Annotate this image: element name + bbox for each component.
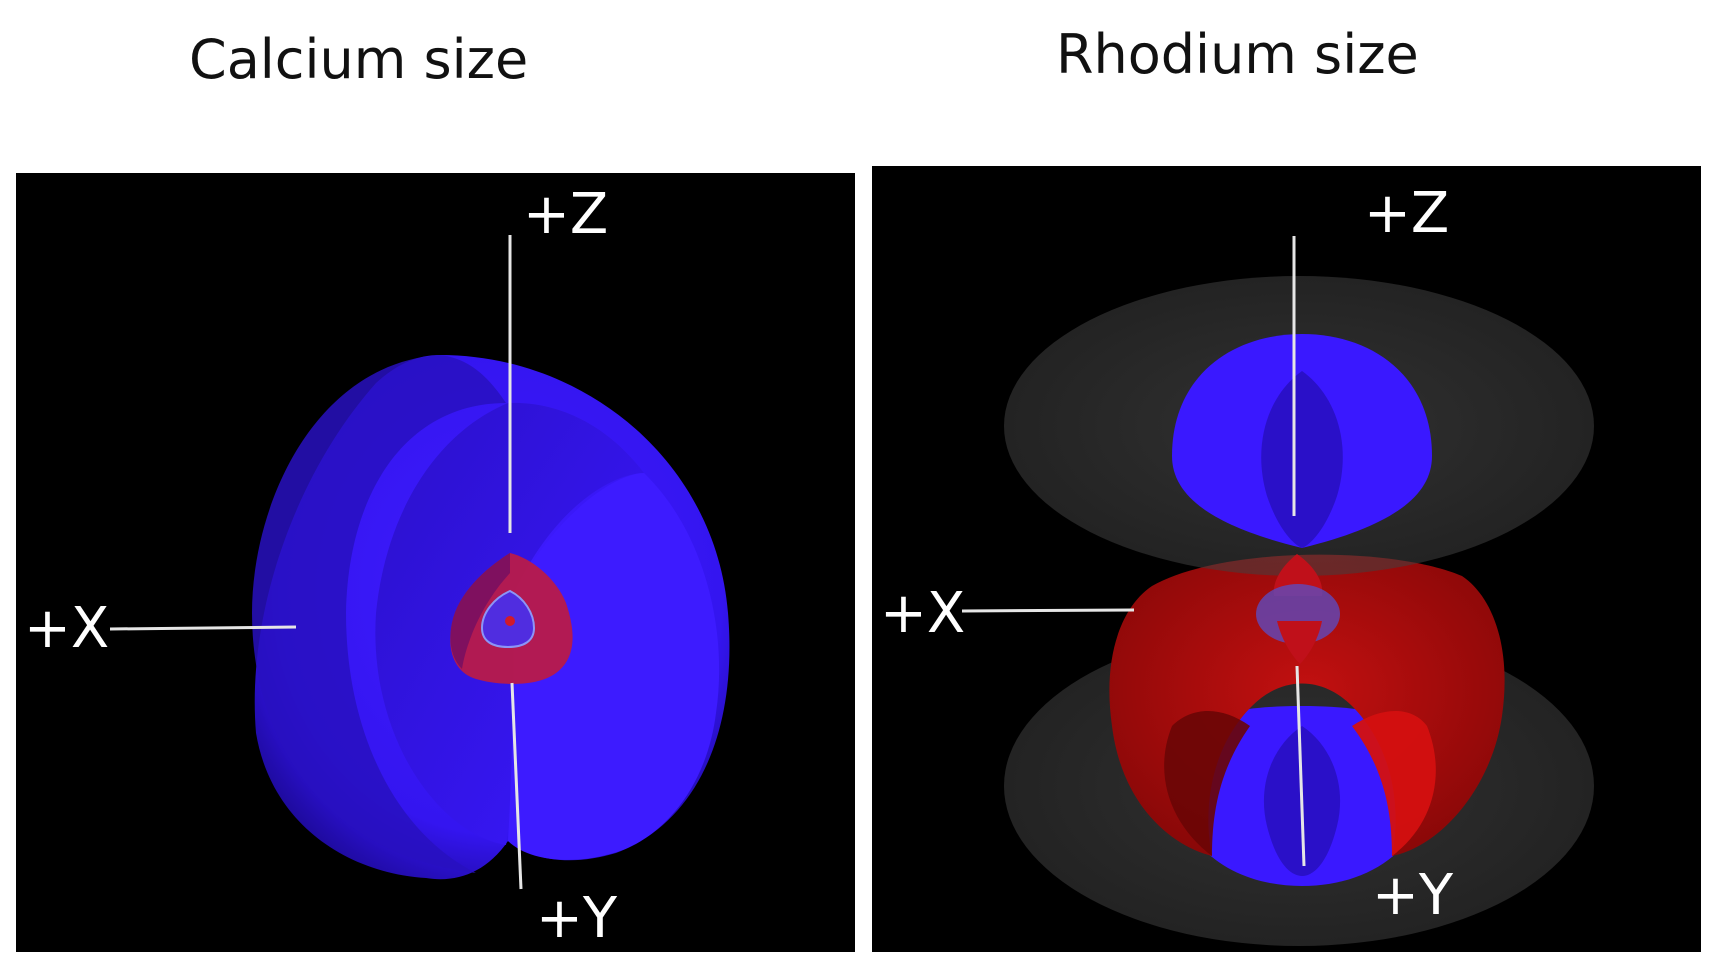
y-axis-label: +Y bbox=[1372, 863, 1454, 928]
red-torus-left-inner bbox=[1164, 711, 1250, 856]
x-axis-label: +X bbox=[24, 596, 110, 661]
rhodium-orbital-panel: +Z +X +Y bbox=[872, 166, 1701, 952]
calcium-orbital-panel: +Z +X +Y bbox=[16, 173, 855, 952]
x-axis-line bbox=[961, 608, 1135, 613]
z-axis-label: +Z bbox=[1364, 181, 1450, 246]
rhodium-orbital-render bbox=[961, 236, 1594, 946]
nucleus-dot bbox=[505, 616, 515, 626]
y-axis-label: +Y bbox=[536, 886, 618, 951]
inner-red-lobe-shadow bbox=[450, 553, 510, 669]
outer-shell-right-face bbox=[508, 473, 720, 860]
calcium-orbital-render bbox=[109, 235, 730, 890]
outer-shell-left-rim bbox=[252, 355, 506, 873]
upper-blue-lobe-inner bbox=[1261, 371, 1343, 548]
calcium-size-title: Calcium size bbox=[189, 28, 529, 91]
z-axis-label: +Z bbox=[523, 182, 609, 247]
x-axis-label: +X bbox=[880, 581, 966, 646]
x-axis-line bbox=[109, 625, 297, 631]
center-red-lobe-bottom bbox=[1277, 621, 1322, 664]
y-axis-line bbox=[1295, 665, 1306, 867]
red-torus-right-inner bbox=[1352, 711, 1436, 856]
rhodium-size-title: Rhodium size bbox=[1056, 23, 1419, 86]
y-axis-line bbox=[510, 682, 523, 890]
